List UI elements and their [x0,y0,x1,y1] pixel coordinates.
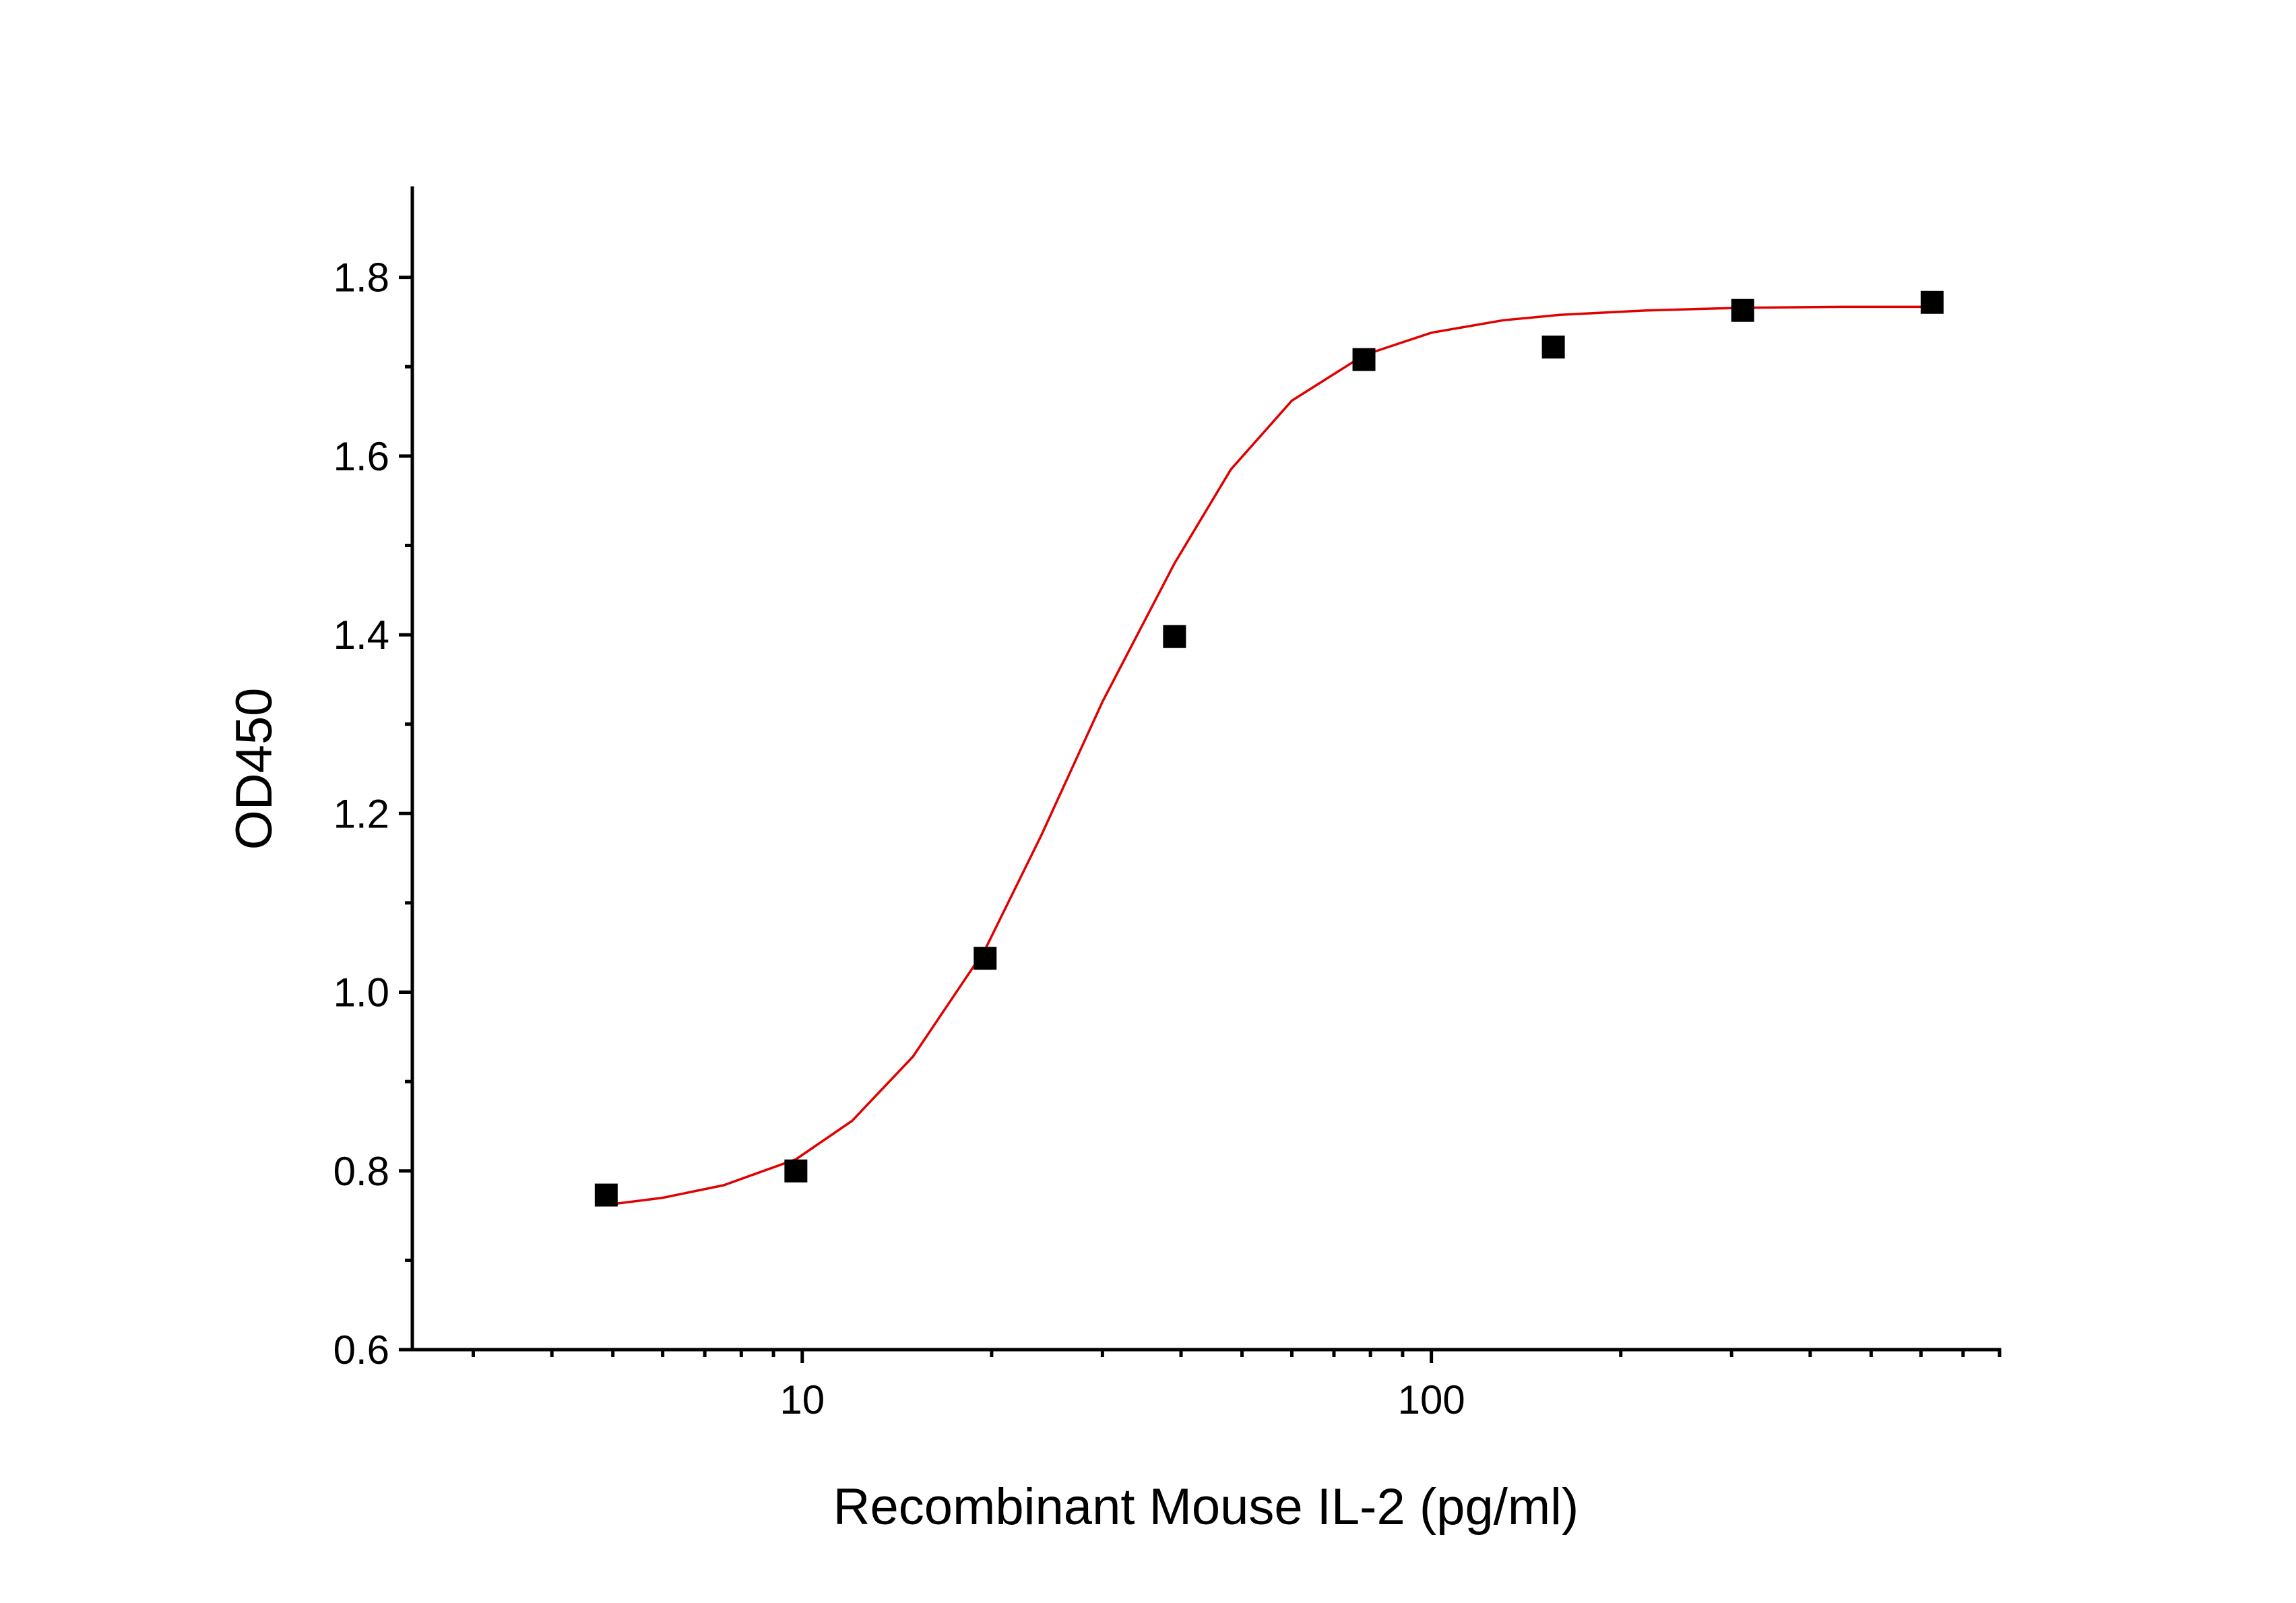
data-point [974,947,997,970]
fit-curve-layer [606,305,1932,1206]
y-axis-title: OD450 [226,688,283,850]
y-tick-label: 1.0 [333,970,389,1015]
x-axis-title: Recombinant Mouse IL-2 (pg/ml) [833,1478,1579,1536]
data-point [1163,625,1186,648]
y-tick-label: 0.8 [333,1149,389,1194]
x-tick-label: 10 [779,1377,825,1422]
x-ticks: 10 100 [471,1350,2002,1422]
data-point [594,1183,618,1207]
data-point [1541,336,1565,359]
y-ticks: 0.6 0.8 1.0 1.2 1.4 1.6 1.8 [333,255,412,1373]
data-points-layer [594,290,1944,1207]
data-point [1920,290,1944,314]
data-point [1352,348,1376,371]
y-tick-label: 1.8 [333,255,389,301]
data-point [784,1159,808,1183]
y-tick-label: 1.2 [333,791,389,836]
axes [410,186,2002,1352]
y-tick-label: 1.6 [333,434,389,479]
x-tick-label: 100 [1398,1377,1465,1422]
y-tick-label: 1.4 [333,612,389,658]
y-tick-label: 0.6 [333,1327,389,1373]
data-point [1731,298,1754,322]
fit-curve [606,305,1932,1206]
